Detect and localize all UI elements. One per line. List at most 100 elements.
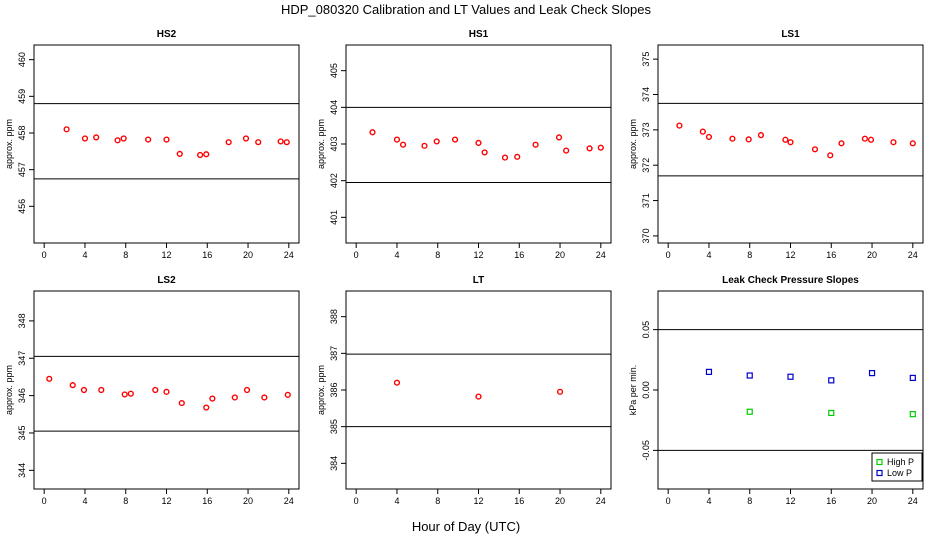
data-point	[93, 134, 100, 141]
panel-title: Leak Check Pressure Slopes	[722, 275, 859, 286]
data-point	[828, 377, 835, 384]
legend-label: Low P	[887, 468, 912, 478]
x-tick-label: 0	[354, 250, 359, 260]
data-point	[861, 135, 869, 142]
figure-title: HDP_080320 Calibration and LT Values and…	[281, 2, 652, 17]
x-tick-label: 12	[473, 250, 483, 260]
panel-ls1: LS1 0 4 8 12 16 20 24 370 371 372 373 374 375 approx. …	[628, 29, 924, 260]
data-point	[121, 391, 128, 398]
panel-hs2: HS2 0 4 8 12 16 20 24 456 457 458 459 460 approx. ppm	[4, 29, 300, 260]
data-point	[451, 136, 459, 143]
x-tick-label: 8	[123, 496, 128, 506]
x-tick-label: 16	[826, 250, 836, 260]
data-point	[514, 153, 521, 160]
x-tick-label: 12	[785, 496, 795, 506]
x-tick-label: 8	[747, 250, 752, 260]
data-point	[909, 374, 916, 382]
x-tick-label: 20	[243, 250, 253, 260]
x-tick-label: 24	[596, 250, 606, 260]
y-tick-label: 458	[17, 125, 27, 140]
data-point	[699, 128, 706, 135]
y-tick-label: 375	[641, 52, 651, 67]
data-point	[555, 134, 563, 141]
y-tick-label: 345	[17, 425, 27, 440]
plot-frame	[345, 44, 612, 244]
y-tick-label: 374	[641, 87, 651, 102]
y-tick-label: 372	[641, 158, 651, 173]
panel-title: LS1	[781, 29, 800, 40]
x-tick-label: 12	[473, 496, 483, 506]
data-point	[757, 132, 765, 139]
data-point	[501, 154, 509, 161]
data-point	[811, 146, 819, 153]
data-point	[80, 386, 88, 394]
y-tick-label: 346	[17, 388, 27, 403]
x-tick-label: 4	[706, 250, 711, 260]
data-point	[197, 151, 204, 159]
data-point	[127, 390, 134, 397]
data-point	[868, 369, 876, 377]
data-point	[827, 152, 834, 159]
x-tick-label: 20	[243, 496, 253, 506]
x-tick-label: 24	[908, 250, 918, 260]
data-point	[705, 133, 713, 141]
data-point	[69, 382, 76, 389]
data-point	[787, 139, 794, 146]
y-axis-label: approx. ppm	[316, 119, 326, 169]
y-tick-label: 405	[329, 63, 339, 78]
x-tick-label: 24	[284, 496, 294, 506]
panel-leak-check-pressure-slopes: Leak Check Pressure Slopes 0 4 8 12 16 20 24 -0.…	[628, 275, 924, 506]
data-point	[98, 386, 105, 394]
y-tick-label: 456	[17, 199, 27, 214]
x-tick-label: 20	[867, 496, 877, 506]
x-axis-label: Hour of Day (UTC)	[412, 519, 520, 534]
y-tick-label: 385	[329, 419, 339, 434]
data-point	[46, 375, 53, 382]
y-axis-label: approx. ppm	[316, 365, 326, 415]
data-point	[203, 404, 210, 411]
y-tick-label: 459	[17, 89, 27, 104]
data-point	[475, 393, 482, 400]
data-point	[586, 145, 593, 152]
y-axis-label: approx. ppm	[4, 365, 14, 415]
data-point	[277, 138, 284, 145]
y-tick-label: 348	[17, 313, 27, 328]
x-tick-label: 8	[435, 496, 440, 506]
legend-marker	[876, 458, 883, 466]
x-tick-label: 16	[514, 496, 524, 506]
x-tick-label: 0	[666, 250, 671, 260]
x-tick-label: 16	[202, 250, 212, 260]
x-tick-label: 4	[82, 250, 87, 260]
y-tick-label: 404	[329, 100, 339, 115]
data-point	[163, 388, 170, 395]
data-point	[261, 394, 268, 401]
data-point	[114, 137, 121, 144]
data-point	[746, 372, 753, 379]
x-tick-label: 4	[82, 496, 87, 506]
y-tick-label: 373	[641, 122, 651, 137]
x-tick-label: 16	[826, 496, 836, 506]
data-point	[746, 408, 753, 415]
y-tick-label: 460	[17, 52, 27, 67]
y-tick-label: 0.00	[641, 381, 651, 399]
data-point	[828, 409, 835, 417]
panel-title: LT	[473, 275, 484, 286]
x-tick-label: 20	[555, 250, 565, 260]
y-axis-label: approx. ppm	[628, 119, 638, 169]
data-point	[481, 149, 488, 156]
data-point	[597, 144, 604, 151]
panel-ls2: LS2 0 4 8 12 16 20 24 344 345 346 347 348 approx. ppm	[4, 275, 300, 506]
data-point	[782, 136, 789, 143]
data-point	[393, 379, 401, 386]
data-point	[178, 399, 185, 407]
data-point	[120, 135, 127, 142]
data-point	[909, 140, 916, 147]
x-tick-label: 0	[42, 250, 47, 260]
data-point	[242, 135, 250, 142]
y-axis-label: kPa per min.	[628, 365, 638, 416]
data-point	[225, 139, 232, 146]
data-point	[532, 141, 539, 148]
data-point	[81, 135, 89, 142]
y-tick-label: 347	[17, 351, 27, 366]
